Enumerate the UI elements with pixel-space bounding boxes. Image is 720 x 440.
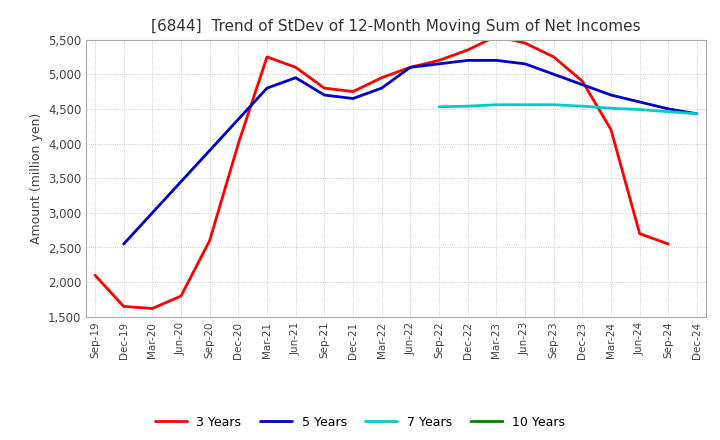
5 Years xyxy=(348,96,357,101)
5 Years xyxy=(120,242,128,247)
Line: 7 Years: 7 Years xyxy=(439,105,697,114)
5 Years xyxy=(664,106,672,111)
3 Years xyxy=(348,89,357,94)
7 Years xyxy=(435,104,444,110)
5 Years xyxy=(521,61,529,66)
3 Years xyxy=(492,33,500,39)
7 Years xyxy=(693,111,701,117)
3 Years xyxy=(120,304,128,309)
3 Years xyxy=(292,65,300,70)
5 Years xyxy=(607,92,616,98)
Y-axis label: Amount (million yen): Amount (million yen) xyxy=(30,113,42,244)
5 Years xyxy=(406,65,415,70)
Line: 3 Years: 3 Years xyxy=(95,36,668,308)
3 Years xyxy=(377,75,386,81)
7 Years xyxy=(464,103,472,109)
5 Years xyxy=(320,92,328,98)
5 Years xyxy=(435,61,444,66)
3 Years xyxy=(664,242,672,247)
3 Years xyxy=(464,48,472,53)
3 Years xyxy=(635,231,644,236)
3 Years xyxy=(320,85,328,91)
5 Years xyxy=(492,58,500,63)
3 Years xyxy=(435,58,444,63)
5 Years xyxy=(549,72,558,77)
Title: [6844]  Trend of StDev of 12-Month Moving Sum of Net Incomes: [6844] Trend of StDev of 12-Month Moving… xyxy=(151,19,641,34)
3 Years xyxy=(549,54,558,59)
3 Years xyxy=(521,40,529,46)
7 Years xyxy=(635,107,644,112)
3 Years xyxy=(406,65,415,70)
7 Years xyxy=(578,103,587,109)
7 Years xyxy=(549,102,558,107)
5 Years xyxy=(292,75,300,81)
5 Years xyxy=(578,82,587,87)
5 Years xyxy=(693,111,701,117)
5 Years xyxy=(263,85,271,91)
Legend: 3 Years, 5 Years, 7 Years, 10 Years: 3 Years, 5 Years, 7 Years, 10 Years xyxy=(150,411,570,434)
5 Years xyxy=(635,99,644,105)
3 Years xyxy=(263,54,271,59)
3 Years xyxy=(148,306,157,311)
3 Years xyxy=(234,141,243,146)
7 Years xyxy=(492,102,500,107)
5 Years xyxy=(464,58,472,63)
7 Years xyxy=(664,109,672,114)
3 Years xyxy=(578,78,587,84)
5 Years xyxy=(377,85,386,91)
7 Years xyxy=(607,106,616,111)
3 Years xyxy=(176,293,185,299)
3 Years xyxy=(205,238,214,243)
7 Years xyxy=(521,102,529,107)
3 Years xyxy=(91,272,99,278)
Line: 5 Years: 5 Years xyxy=(124,60,697,244)
3 Years xyxy=(607,127,616,132)
